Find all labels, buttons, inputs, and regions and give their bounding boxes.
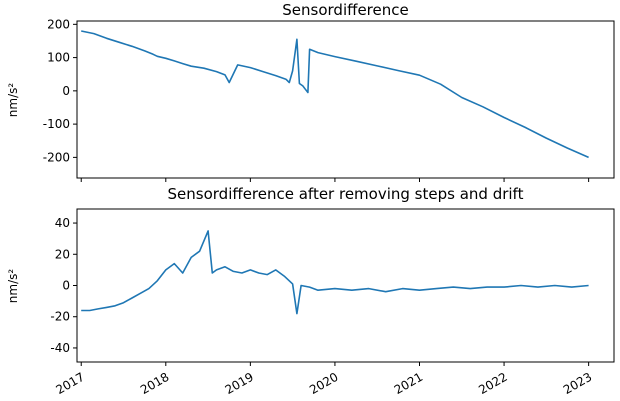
y-axis-label: nm/s² xyxy=(6,83,20,118)
y-tick-label: 0 xyxy=(62,84,70,98)
y-tick-label: -100 xyxy=(43,117,70,131)
chart-title: Sensordifference after removing steps an… xyxy=(168,185,524,203)
y-tick-label: 100 xyxy=(47,51,70,65)
axes-frame xyxy=(76,20,615,179)
y-tick-label: 40 xyxy=(55,216,70,230)
y-tick-label: -20 xyxy=(50,310,70,324)
plot-area: 200 100 0 -100 -200 xyxy=(43,17,590,182)
chart-sensordifference: Sensordifference nm/s² 200 100 0 -100 -200 xyxy=(6,1,615,182)
y-tick-label: -40 xyxy=(50,341,70,355)
y-axis-label: nm/s² xyxy=(6,269,20,304)
axes-frame xyxy=(76,208,615,363)
y-tick-label: 0 xyxy=(62,279,70,293)
series-line xyxy=(81,230,589,315)
y-tick-label: 200 xyxy=(47,17,70,31)
y-tick-label: 20 xyxy=(55,247,70,261)
series-line xyxy=(81,30,589,159)
chart-title: Sensordifference xyxy=(282,1,408,19)
y-tick-label: -200 xyxy=(43,150,70,164)
